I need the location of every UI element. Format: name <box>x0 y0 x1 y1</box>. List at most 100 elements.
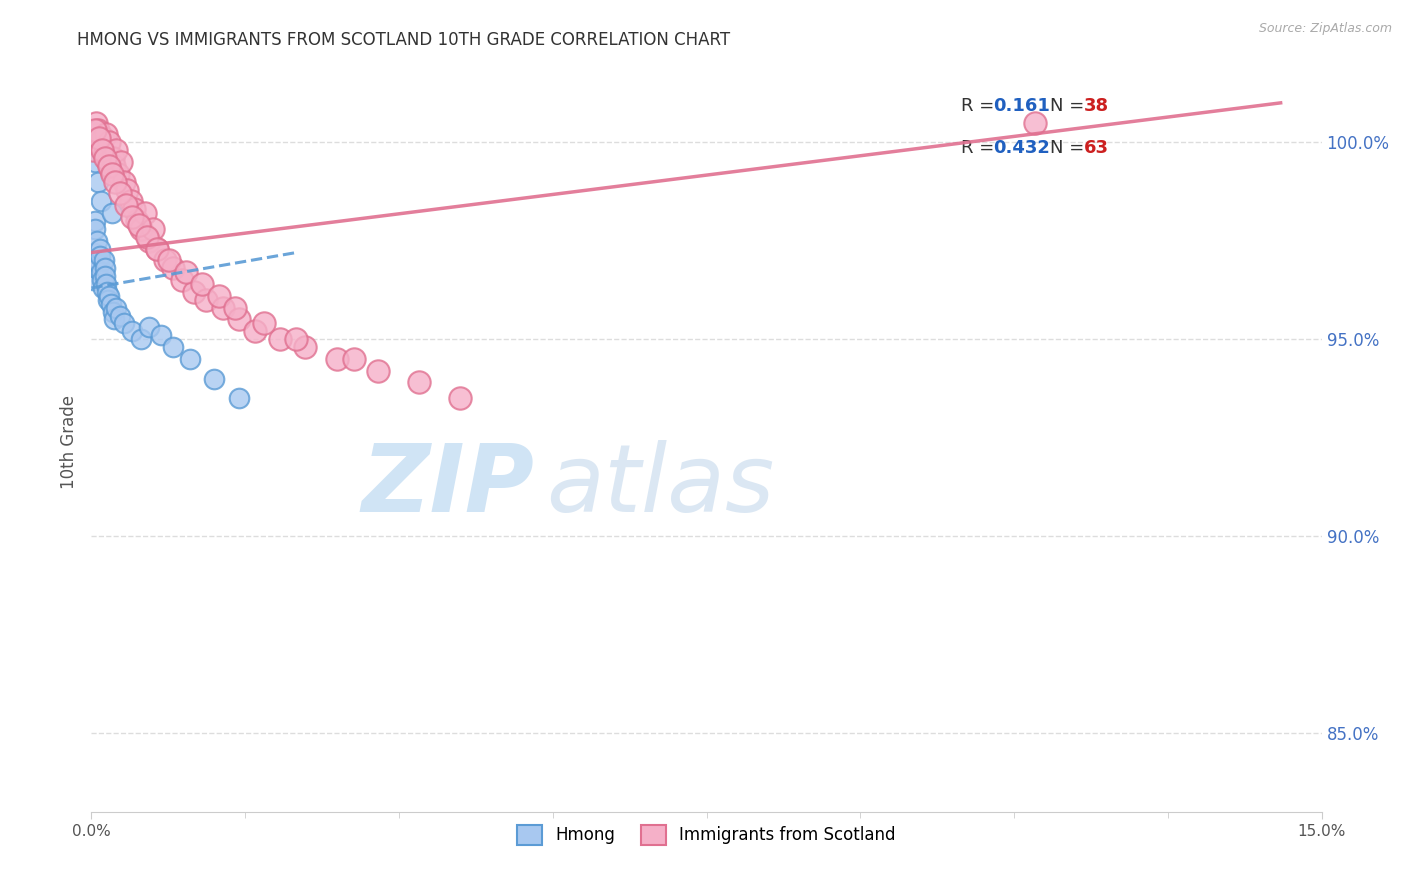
Point <box>191 277 214 291</box>
Text: Source: ZipAtlas.com: Source: ZipAtlas.com <box>1258 22 1392 36</box>
Point <box>86 234 108 248</box>
Point <box>105 143 127 157</box>
Text: 38: 38 <box>1084 96 1109 115</box>
Point <box>228 391 250 405</box>
Point <box>96 128 117 142</box>
Point <box>84 222 107 236</box>
Point <box>91 143 114 157</box>
Point <box>245 324 267 338</box>
Y-axis label: 10th Grade: 10th Grade <box>59 394 77 489</box>
Point <box>202 371 225 385</box>
Point <box>105 301 127 315</box>
Text: N =: N = <box>1050 138 1090 157</box>
Point <box>121 324 143 338</box>
Point <box>150 328 173 343</box>
Point <box>294 340 316 354</box>
Point <box>93 253 115 268</box>
Point <box>91 273 114 287</box>
Point <box>107 167 129 181</box>
Point <box>98 289 121 303</box>
Point <box>408 376 430 390</box>
Point <box>138 234 160 248</box>
Text: N =: N = <box>1050 96 1090 115</box>
Point <box>146 242 169 256</box>
Point <box>207 289 229 303</box>
Point <box>90 265 112 279</box>
Point <box>101 206 124 220</box>
Point <box>112 175 135 189</box>
Point <box>94 269 117 284</box>
Point <box>211 301 233 315</box>
Point <box>285 332 308 346</box>
Point <box>142 222 165 236</box>
Point <box>195 293 218 307</box>
Point <box>90 139 112 153</box>
Text: R =: R = <box>962 96 1000 115</box>
Point <box>84 155 107 169</box>
Point <box>93 261 115 276</box>
Point <box>97 159 120 173</box>
Text: HMONG VS IMMIGRANTS FROM SCOTLAND 10TH GRADE CORRELATION CHART: HMONG VS IMMIGRANTS FROM SCOTLAND 10TH G… <box>77 31 731 49</box>
Point <box>253 317 276 331</box>
Point <box>138 320 160 334</box>
Point <box>157 253 180 268</box>
Point <box>326 351 349 366</box>
Text: R =: R = <box>962 138 1000 157</box>
Point <box>101 167 124 181</box>
Point <box>100 162 122 177</box>
Point <box>114 198 138 212</box>
Point <box>89 249 111 263</box>
Text: 0.161: 0.161 <box>993 96 1050 115</box>
Point <box>228 312 250 326</box>
Point <box>127 214 149 228</box>
Point <box>93 147 115 161</box>
Point <box>84 123 107 137</box>
Point <box>110 155 132 169</box>
Point <box>128 218 150 232</box>
Point <box>83 128 105 142</box>
Point <box>153 253 177 268</box>
Point <box>82 273 104 287</box>
Point <box>87 257 110 271</box>
Point <box>84 261 107 276</box>
Point <box>104 175 127 189</box>
Point <box>108 309 131 323</box>
Point <box>174 265 197 279</box>
Point <box>100 296 122 310</box>
Point <box>87 175 110 189</box>
Point <box>343 351 366 366</box>
Point <box>97 155 120 169</box>
Point <box>87 131 110 145</box>
Point <box>136 229 159 244</box>
Point <box>90 194 112 209</box>
Point <box>134 206 156 220</box>
Text: 63: 63 <box>1084 138 1109 157</box>
Point <box>97 293 120 307</box>
Text: 0.432: 0.432 <box>993 138 1050 157</box>
Point <box>94 151 117 165</box>
Point <box>1024 115 1046 129</box>
Point <box>82 143 104 157</box>
Point <box>146 242 169 256</box>
Point <box>98 135 121 149</box>
Point <box>120 194 142 209</box>
Point <box>112 317 135 331</box>
Point <box>121 210 143 224</box>
Point <box>170 273 193 287</box>
Point <box>103 312 125 326</box>
Point <box>117 182 139 196</box>
Point <box>87 123 110 137</box>
Point <box>101 304 124 318</box>
Point <box>103 159 125 173</box>
Legend: Hmong, Immigrants from Scotland: Hmong, Immigrants from Scotland <box>510 818 903 852</box>
Point <box>96 285 118 299</box>
Point <box>108 186 131 201</box>
Point <box>179 351 201 366</box>
Point <box>269 332 291 346</box>
Point <box>224 301 246 315</box>
Text: atlas: atlas <box>547 441 775 532</box>
Point <box>83 214 105 228</box>
Point <box>83 245 105 260</box>
Point <box>129 222 152 236</box>
Text: ZIP: ZIP <box>361 440 534 532</box>
